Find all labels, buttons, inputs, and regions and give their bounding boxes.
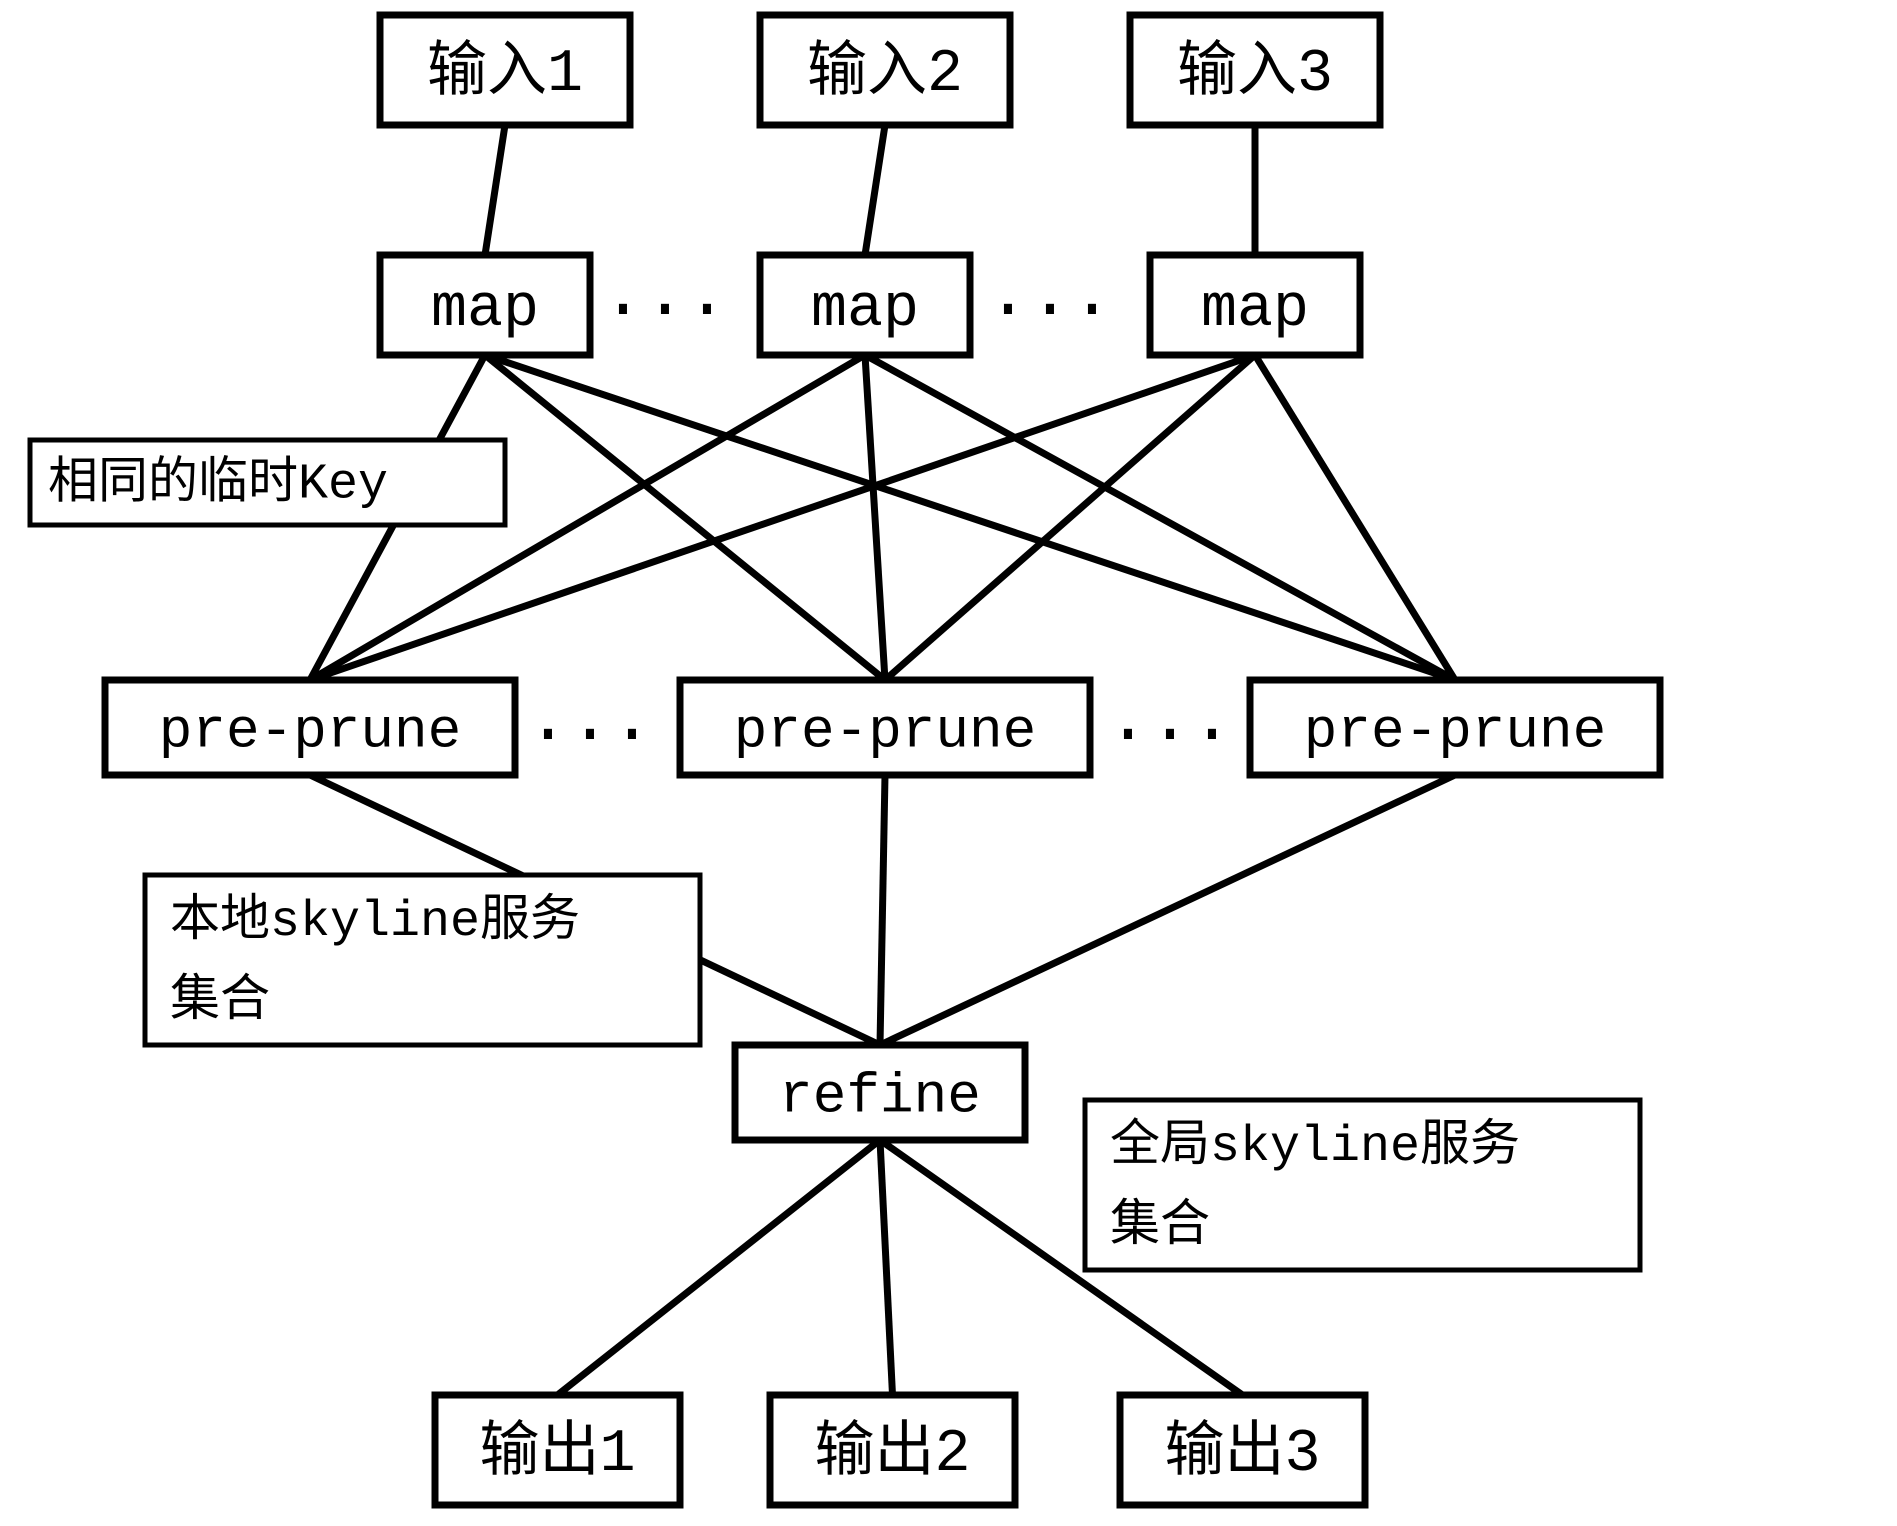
edge-prune3-refine <box>880 775 1455 1045</box>
edge-map2-prune3 <box>865 355 1455 680</box>
node-prune3: pre-prune <box>1250 680 1660 775</box>
annotation-same_key: 相同的临时Key <box>30 440 505 525</box>
edge-map1-prune2 <box>485 355 885 680</box>
node-prune3-label: pre-prune <box>1304 699 1606 763</box>
node-refine-label: refine <box>779 1064 981 1128</box>
node-output3: 输出3 <box>1120 1395 1365 1505</box>
ellipsis-dots_prune12: ··· <box>527 696 653 775</box>
ellipsis-dots_map12: ··· <box>602 271 728 350</box>
node-input3: 输入3 <box>1130 15 1380 125</box>
node-output2-label: 输出2 <box>814 1418 970 1489</box>
edge-map2-prune2 <box>865 355 885 680</box>
edge-input1-map1 <box>485 125 505 255</box>
node-map2-label: map <box>811 276 919 344</box>
node-map2: map <box>760 255 970 355</box>
edge-prune2-refine <box>880 775 885 1045</box>
node-prune1-label: pre-prune <box>159 699 461 763</box>
node-output2: 输出2 <box>770 1395 1015 1505</box>
node-output1-label: 输出1 <box>479 1418 635 1489</box>
node-input2-label: 输入2 <box>807 38 963 109</box>
node-map1: map <box>380 255 590 355</box>
node-refine: refine <box>735 1045 1025 1140</box>
node-input3-label: 输入3 <box>1177 38 1333 109</box>
annotation-local_skyline-line-0: 本地skyline服务 <box>170 892 580 951</box>
node-map1-label: map <box>431 276 539 344</box>
nodes-layer: 输入1 输入2 输入3 map map map pre-prune pre-prune pre-… <box>105 15 1660 1505</box>
edge-refine-output2 <box>880 1140 893 1395</box>
node-prune2: pre-prune <box>680 680 1090 775</box>
edge-refine-output1 <box>558 1140 881 1395</box>
annotation-global_skyline: 全局skyline服务集合 <box>1085 1100 1640 1270</box>
ellipsis-dots_map23: ··· <box>987 271 1113 350</box>
flowchart-canvas: 输入1 输入2 输入3 map map map pre-prune pre-prune pre-… <box>0 0 1897 1526</box>
node-input1: 输入1 <box>380 15 630 125</box>
annotation-global_skyline-line-0: 全局skyline服务 <box>1110 1117 1520 1176</box>
node-prune1: pre-prune <box>105 680 515 775</box>
annotation-local_skyline-line-1: 集合 <box>170 972 270 1031</box>
node-input1-label: 输入1 <box>427 38 583 109</box>
edge-input2-map2 <box>865 125 885 255</box>
node-output3-label: 输出3 <box>1164 1418 1320 1489</box>
ellipsis-dots_prune23: ··· <box>1107 696 1233 775</box>
node-prune2-label: pre-prune <box>734 699 1036 763</box>
edge-map3-prune2 <box>885 355 1255 680</box>
node-map3: map <box>1150 255 1360 355</box>
edge-map3-prune3 <box>1255 355 1455 680</box>
node-output1: 输出1 <box>435 1395 680 1505</box>
annotation-same_key-line-0: 相同的临时Key <box>48 455 388 514</box>
node-input2: 输入2 <box>760 15 1010 125</box>
annotation-local_skyline: 本地skyline服务集合 <box>145 875 700 1045</box>
labels-layer: 相同的临时Key本地skyline服务集合全局skyline服务集合 <box>30 440 1640 1270</box>
annotation-global_skyline-line-1: 集合 <box>1110 1197 1210 1256</box>
edge-map1-prune3 <box>485 355 1455 680</box>
node-map3-label: map <box>1201 276 1309 344</box>
